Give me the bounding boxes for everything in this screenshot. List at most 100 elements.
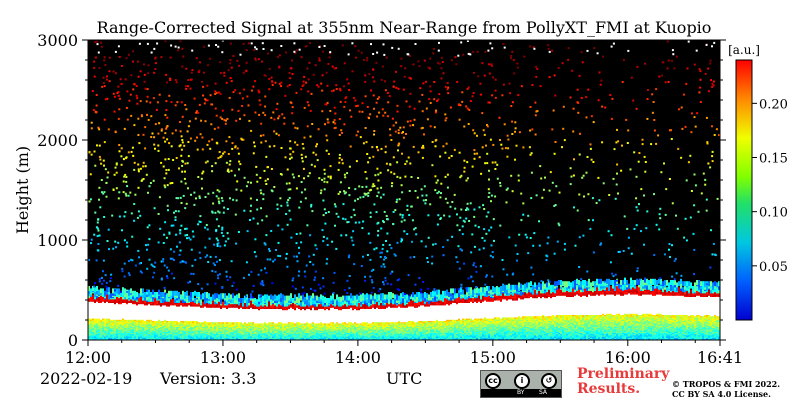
- signal-cell: [160, 292, 162, 297]
- signal-cell: [208, 293, 210, 298]
- signal-cell: [202, 293, 204, 298]
- signal-cell: [228, 293, 230, 298]
- signal-cell: [242, 298, 244, 303]
- signal-cell: [192, 292, 194, 297]
- signal-cell: [194, 298, 196, 303]
- signal-cell: [256, 299, 258, 304]
- signal-cell: [300, 302, 302, 307]
- chart-title: Range-Corrected Signal at 355nm Near-Ran…: [97, 18, 712, 37]
- signal-cell: [276, 296, 278, 301]
- signal-cell: [306, 300, 308, 305]
- signal-cell: [344, 296, 346, 301]
- signal-cell: [174, 291, 176, 296]
- signal-cell: [272, 296, 274, 301]
- signal-cell: [212, 294, 214, 299]
- signal-cell: [158, 290, 160, 295]
- signal-cell: [338, 297, 340, 302]
- signal-cell: [322, 296, 324, 301]
- signal-cell: [144, 292, 146, 297]
- signal-cell: [100, 296, 102, 301]
- signal-cell: [180, 294, 182, 299]
- signal-cell: [140, 288, 142, 293]
- signal-cell: [118, 288, 120, 293]
- signal-cell: [296, 297, 298, 302]
- signal-cell: [90, 288, 92, 293]
- signal-cell: [236, 299, 238, 304]
- signal-cell: [336, 294, 338, 299]
- signal-cell: [274, 294, 276, 299]
- signal-cell: [220, 293, 222, 298]
- signal-cell: [104, 291, 106, 296]
- signal-cell: [250, 293, 252, 298]
- signal-cell: [170, 291, 172, 296]
- signal-cell: [172, 299, 174, 304]
- signal-cell: [214, 293, 216, 298]
- signal-cell: [176, 291, 178, 296]
- signal-cell: [162, 292, 164, 297]
- signal-cell: [282, 299, 284, 304]
- signal-cell: [152, 290, 154, 295]
- signal-cell: [168, 291, 170, 296]
- signal-cell: [268, 296, 270, 301]
- signal-cell: [248, 298, 250, 303]
- signal-cell: [232, 293, 234, 298]
- signal-cell: [320, 294, 322, 299]
- signal-cell: [286, 296, 288, 301]
- signal-cell: [238, 293, 240, 298]
- signal-cell: [184, 292, 186, 297]
- signal-cell: [328, 298, 330, 303]
- signal-cell: [294, 294, 296, 299]
- signal-cell: [318, 297, 320, 302]
- signal-cell: [156, 292, 158, 297]
- signal-cell: [290, 293, 292, 298]
- signal-cell: [282, 294, 284, 299]
- signal-cell: [234, 296, 236, 301]
- signal-cell: [112, 288, 114, 293]
- signal-cell: [124, 288, 126, 293]
- signal-cell: [100, 288, 102, 293]
- signal-cell: [138, 293, 140, 298]
- signal-cell: [346, 296, 348, 301]
- signal-cell: [178, 292, 180, 297]
- signal-cell: [268, 302, 270, 307]
- signal-cell: [340, 297, 342, 302]
- signal-cell: [298, 293, 300, 298]
- signal-cell: [206, 292, 208, 297]
- signal-cell: [222, 302, 224, 307]
- signal-cell: [154, 292, 156, 297]
- signal-cell: [312, 293, 314, 298]
- signal-cell: [226, 296, 228, 301]
- signal-cell: [284, 296, 286, 301]
- signal-cell: [338, 302, 340, 307]
- signal-cell: [264, 294, 266, 299]
- signal-cell: [204, 292, 206, 297]
- signal-cell: [170, 299, 172, 304]
- signal-cell: [236, 294, 238, 299]
- signal-cell: [330, 296, 332, 301]
- signal-cell: [106, 294, 108, 299]
- signal-cell: [316, 296, 318, 301]
- signal-cell: [302, 294, 304, 299]
- signal-cell: [336, 300, 338, 305]
- signal-cell: [356, 294, 358, 299]
- signal-cell: [216, 293, 218, 298]
- signal-cell: [132, 291, 134, 296]
- signal-cell: [224, 293, 226, 298]
- signal-cell: [352, 296, 354, 301]
- signal-cell: [200, 294, 202, 299]
- signal-cell: [210, 297, 212, 302]
- signal-cell: [198, 292, 200, 297]
- signal-cell: [182, 291, 184, 296]
- signal-cell: [102, 288, 104, 293]
- signal-cell: [122, 287, 124, 292]
- signal-cell: [130, 288, 132, 293]
- signal-cell: [96, 286, 98, 291]
- signal-cell: [280, 293, 282, 298]
- signal-cell: [120, 297, 122, 302]
- signal-cell: [306, 293, 308, 298]
- signal-cell: [110, 293, 112, 298]
- signal-cell: [334, 299, 336, 304]
- signal-cell: [126, 294, 128, 299]
- signal-cell: [106, 287, 108, 292]
- signal-cell: [348, 296, 350, 301]
